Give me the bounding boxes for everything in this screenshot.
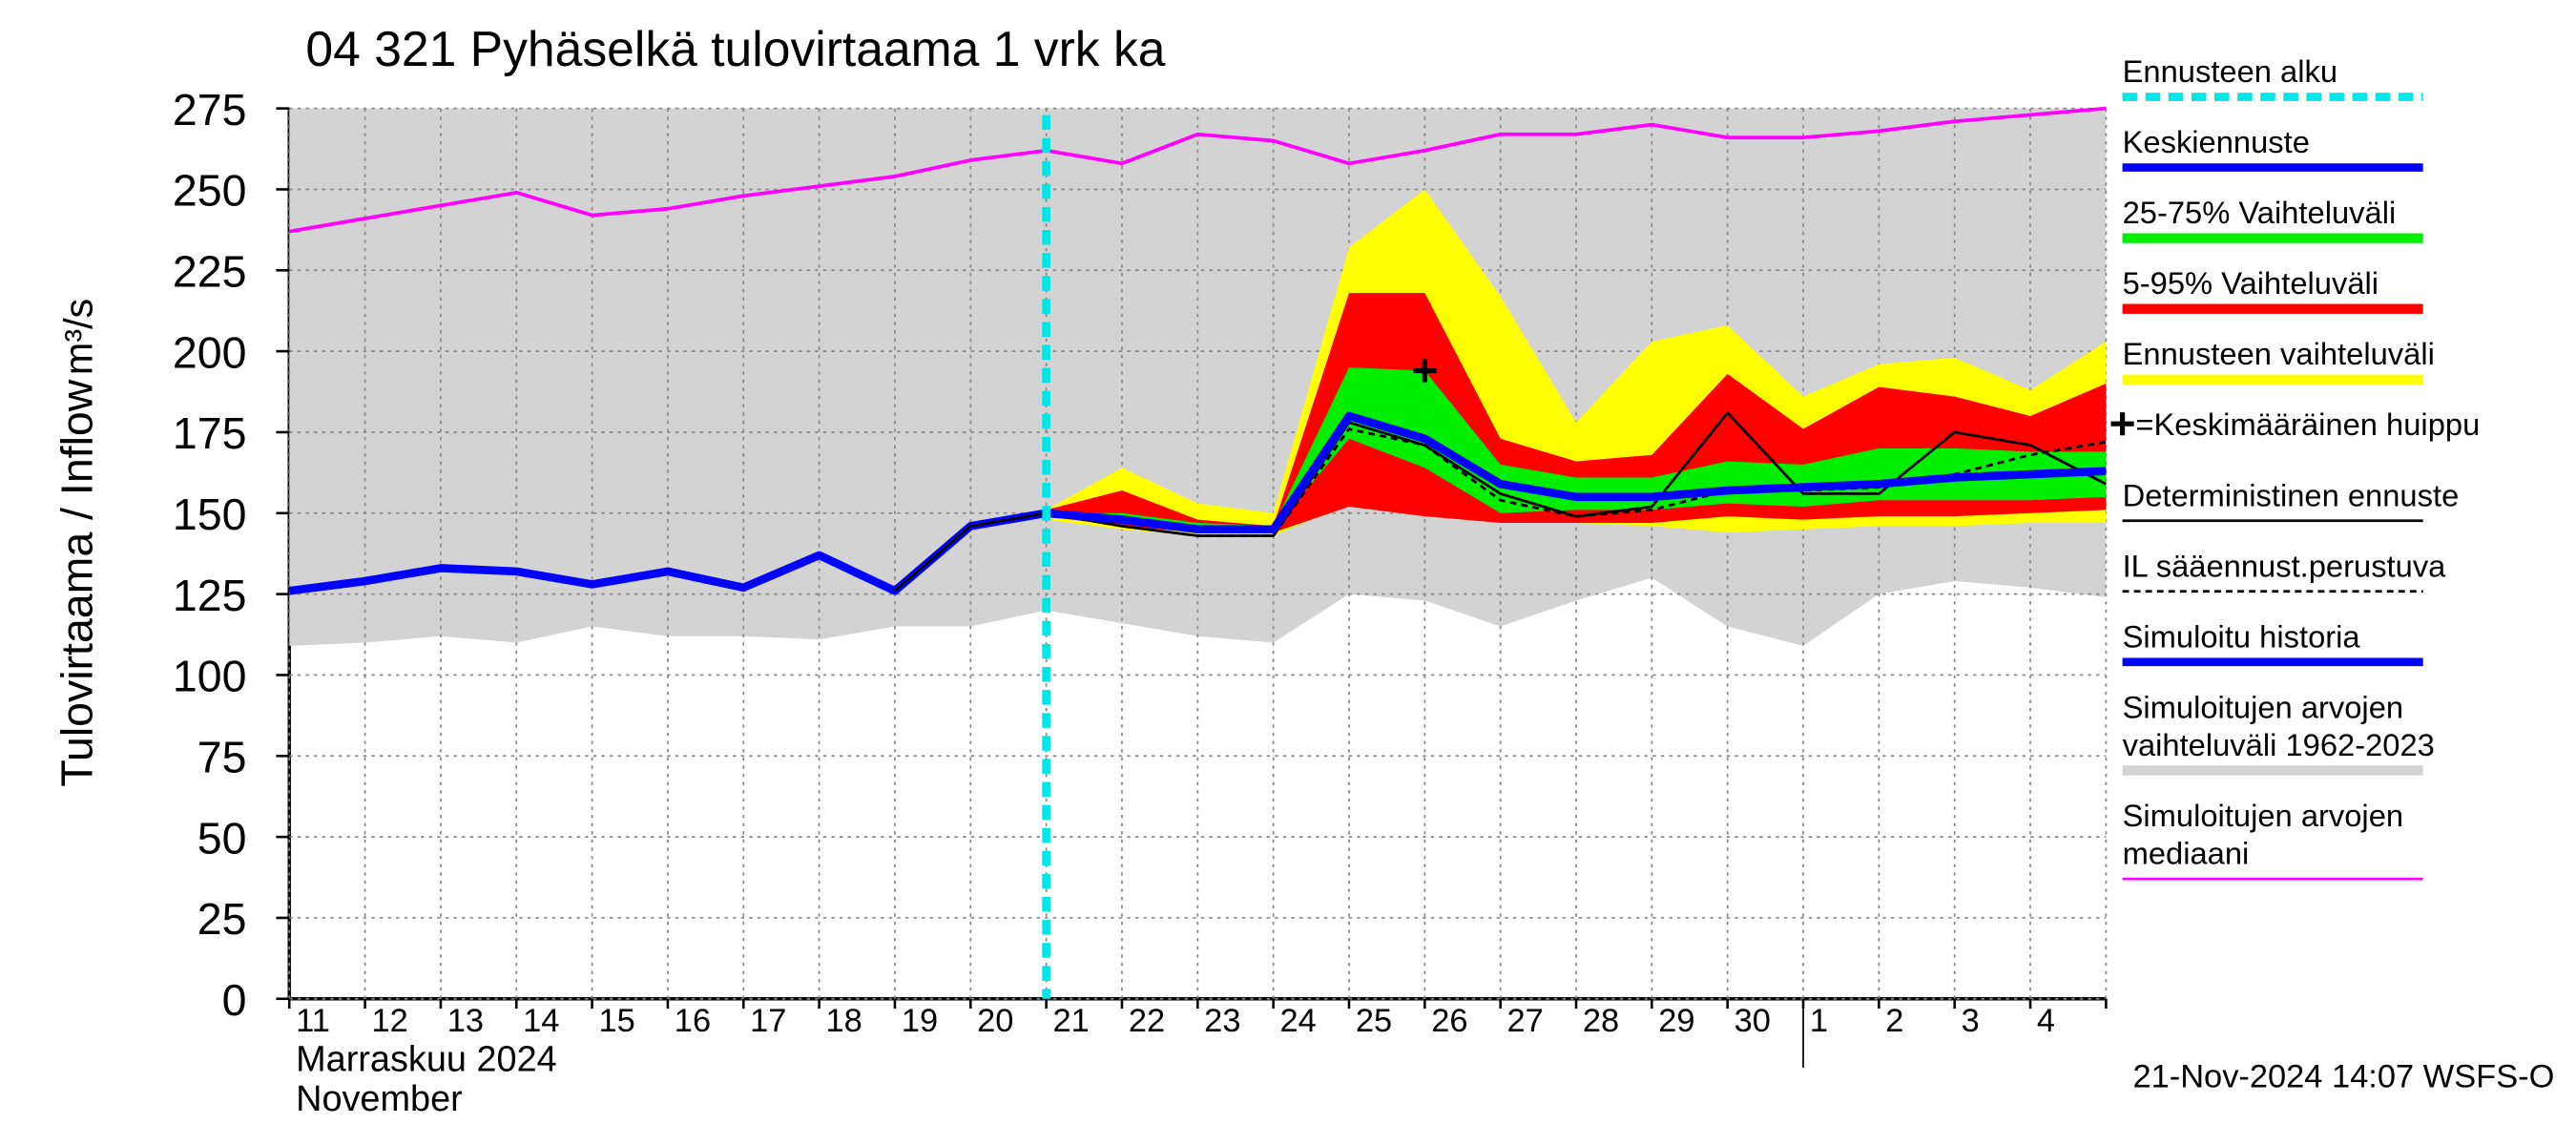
legend-label: 25-75% Vaihteluväli <box>2123 195 2397 230</box>
series-line <box>288 106 2107 234</box>
x-tick-label: 16 <box>675 1003 711 1039</box>
x-tick-label: 12 <box>371 1003 407 1039</box>
x-axis-label: Marraskuu 2024 <box>296 1040 557 1080</box>
legend-label: Deterministinen ennuste <box>2123 477 2460 512</box>
y-tick-label: 175 <box>173 408 247 458</box>
legend-label: Keskiennuste <box>2123 124 2310 159</box>
y-tick-label: 125 <box>173 571 247 620</box>
series-line <box>894 411 2108 593</box>
y-tick-label: 50 <box>197 813 247 863</box>
legend-label: Simuloitujen arvojen vaihteluväli 1962-20… <box>2123 689 2435 762</box>
x-tick-label: 23 <box>1204 1003 1240 1039</box>
legend-label: 5-95% Vaihteluväli <box>2123 265 2379 301</box>
legend-label: =Keskimääräinen huippu <box>2135 406 2480 442</box>
x-tick-label: 20 <box>977 1003 1013 1039</box>
x-tick-label: 4 <box>2037 1003 2055 1039</box>
x-tick-label: 2 <box>1885 1003 1903 1039</box>
series-line <box>1046 411 2107 534</box>
y-axis-unit: m³/s <box>57 299 101 375</box>
legend-label: Ennusteen vaihteluväli <box>2123 336 2435 371</box>
x-tick-label: 14 <box>523 1003 559 1039</box>
y-tick-label: 100 <box>173 652 247 701</box>
x-tick-label: 30 <box>1735 1003 1771 1039</box>
legend-label: Simuloitujen arvojen mediaani <box>2123 798 2404 871</box>
y-axis-label: Tulovirtaama / Inflow <box>52 379 102 786</box>
y-tick-label: 250 <box>173 166 247 216</box>
legend-label: Simuloitu historia <box>2123 618 2361 654</box>
y-tick-label: 25 <box>197 894 247 944</box>
x-tick-label: 19 <box>902 1003 938 1039</box>
x-tick-label: 26 <box>1431 1003 1467 1039</box>
x-tick-label: 17 <box>750 1003 786 1039</box>
x-tick-label: 29 <box>1658 1003 1694 1039</box>
x-tick-label: 21 <box>1053 1003 1090 1039</box>
y-tick-label: 0 <box>222 975 247 1025</box>
chart-title: 04 321 Pyhäselkä tulovirtaama 1 vrk ka <box>305 21 1165 76</box>
peak-marker <box>2110 412 2134 436</box>
y-tick-label: 225 <box>173 247 247 297</box>
x-tick-label: 15 <box>598 1003 634 1039</box>
y-tick-label: 150 <box>173 489 247 539</box>
y-tick-label: 200 <box>173 327 247 377</box>
x-tick-label: 24 <box>1280 1003 1317 1039</box>
x-tick-label: 11 <box>296 1003 330 1039</box>
footer: 21-Nov-2024 14:07 WSFS-O <box>2132 1059 2554 1095</box>
x-tick-label: 3 <box>1962 1003 1980 1039</box>
x-axis-label: November <box>296 1079 463 1119</box>
x-tick-label: 22 <box>1129 1003 1165 1039</box>
y-tick-label: 75 <box>197 732 247 781</box>
x-tick-label: 18 <box>825 1003 862 1039</box>
legend-label: IL sääennust.perustuva <box>2123 548 2447 583</box>
y-tick-label: 275 <box>173 85 247 135</box>
x-tick-label: 25 <box>1356 1003 1392 1039</box>
x-tick-label: 28 <box>1583 1003 1619 1039</box>
x-tick-label: 27 <box>1507 1003 1544 1039</box>
x-tick-label: 13 <box>447 1003 484 1039</box>
legend-label: Ennusteen alku <box>2123 53 2337 89</box>
x-tick-label: 1 <box>1810 1003 1828 1039</box>
peak-marker <box>1413 359 1437 383</box>
